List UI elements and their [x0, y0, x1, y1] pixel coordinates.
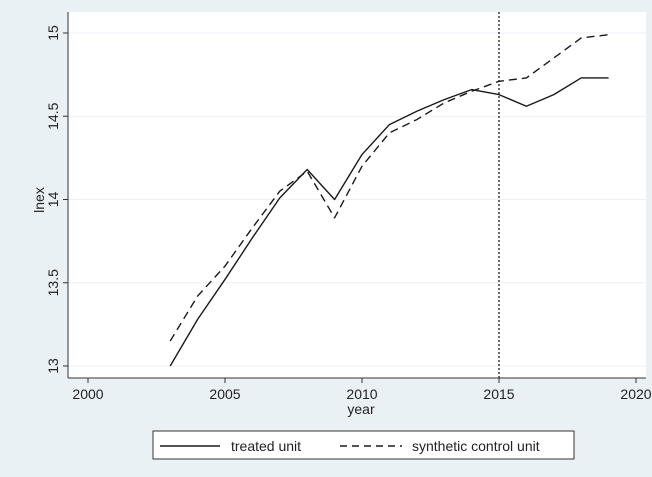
x-tick-label: 2000 — [72, 386, 103, 402]
legend-box — [152, 430, 575, 460]
y-tick-label: 13.5 — [45, 269, 61, 296]
y-tick-label: 13 — [45, 358, 61, 374]
y-tick-label: 14 — [45, 192, 61, 208]
legend: treated unit synthetic control unit — [152, 430, 575, 460]
series-group — [169, 33, 609, 367]
series-line-treated-unit — [169, 77, 609, 367]
y-axis-ticks: 13 13.5 14 14.5 15 — [45, 25, 68, 374]
x-axis-label: year — [347, 401, 375, 417]
y-tick-label: 14.5 — [45, 102, 61, 129]
plot-area — [68, 12, 646, 378]
series-line-synthetic-control-unit — [169, 33, 609, 342]
x-tick-label: 2010 — [346, 386, 377, 402]
x-tick-label: 2015 — [483, 386, 514, 402]
x-axis-ticks: 2000 2005 2010 2015 2020 — [72, 378, 652, 402]
axes — [67, 12, 646, 379]
y-axis-label: lnex — [31, 187, 47, 213]
grid-lines — [68, 32, 646, 367]
legend-label-synthetic-control-unit: synthetic control unit — [412, 438, 540, 454]
x-tick-label: 2005 — [209, 386, 240, 402]
x-tick-label: 2020 — [620, 386, 651, 402]
legend-label-treated-unit: treated unit — [231, 438, 301, 454]
y-tick-label: 15 — [45, 25, 61, 41]
